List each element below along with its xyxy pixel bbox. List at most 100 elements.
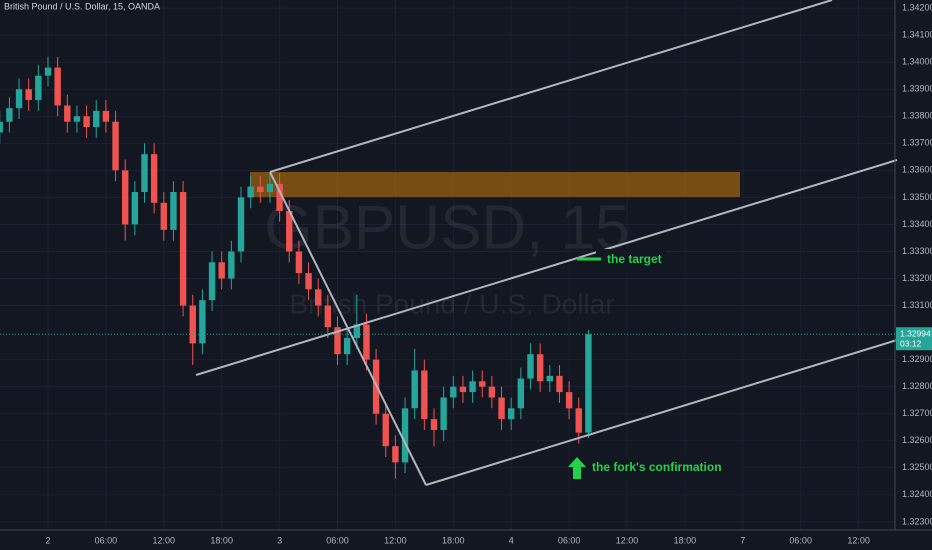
grid: [0, 0, 895, 530]
candle-body: [324, 305, 332, 328]
candle-body: [459, 386, 467, 393]
candle-body: [54, 67, 61, 106]
candle-body: [247, 186, 254, 198]
y-tick-label: 1.33300: [902, 246, 932, 256]
price-label: 1.32994: [900, 328, 931, 338]
candle-body: [208, 262, 216, 301]
x-tick-label: 06:00: [326, 535, 349, 545]
y-tick-label: 1.32700: [902, 408, 932, 418]
y-tick-label: 1.32800: [902, 381, 932, 391]
y-tick-label: 1.34200: [902, 2, 932, 12]
candle-body: [508, 408, 515, 420]
candle-body: [189, 305, 196, 344]
x-tick-label: 06:00: [558, 535, 581, 545]
x-tick-label: 12:00: [384, 535, 407, 545]
candle-body: [353, 324, 360, 339]
y-tick-label: 1.34000: [902, 57, 932, 67]
title-bg: [0, 0, 150, 14]
y-tick-label: 1.33400: [902, 219, 932, 229]
fork-median-line: [195, 159, 898, 376]
candle-body: [334, 327, 341, 355]
candle-body: [469, 381, 476, 393]
candle-body: [257, 186, 264, 192]
fork-upper-line: [269, 0, 833, 173]
candle-body: [237, 197, 245, 252]
x-tick-label: 3: [277, 535, 282, 545]
candle-body: [430, 419, 438, 430]
candle-body: [488, 386, 496, 398]
candle-body: [295, 251, 303, 274]
candle-body: [199, 300, 206, 344]
candle-body: [382, 413, 389, 447]
fork-lower-line: [425, 339, 898, 486]
candle-body: [305, 273, 312, 290]
candle-body: [343, 338, 351, 355]
candle-body: [392, 446, 399, 463]
candle-body: [73, 116, 81, 122]
y-tick-label: 1.32400: [902, 489, 932, 499]
candle-body: [450, 386, 457, 398]
candle-body: [218, 262, 225, 279]
candle-body: [401, 408, 409, 463]
candle-body: [102, 110, 110, 122]
x-tick-label: 7: [740, 535, 745, 545]
candle-body: [363, 324, 370, 360]
fork-handle: [269, 171, 427, 486]
x-tick-label: 12:00: [847, 535, 870, 545]
candle-body: [546, 375, 553, 382]
candle-body: [64, 105, 71, 122]
candle-body: [112, 121, 119, 171]
candle-body: [170, 191, 177, 230]
y-tick-label: 1.33900: [902, 84, 932, 94]
pitchfork: [195, 0, 898, 486]
y-tick-label: 1.32500: [902, 462, 932, 472]
annotation: the target: [607, 252, 662, 266]
y-tick-label: 1.34100: [902, 30, 932, 40]
candle-body: [527, 354, 534, 379]
y-tick-label: 1.33800: [902, 111, 932, 121]
y-tick-label: 1.33100: [902, 300, 932, 310]
annotation-bg: [586, 457, 742, 479]
candle-body: [440, 397, 447, 430]
candle-body: [131, 191, 139, 225]
annotation-bg: [596, 249, 666, 271]
candle-body: [575, 408, 582, 433]
y-tick-label: 1.33700: [902, 138, 932, 148]
x-tick-label: 2: [45, 535, 50, 545]
y-tick-label: 1.33600: [902, 165, 932, 175]
y-tick-label: 1.32300: [902, 516, 932, 526]
candle-body: [25, 89, 32, 101]
candle-body: [565, 392, 573, 409]
candle-body: [179, 191, 187, 306]
candle-body: [585, 334, 592, 433]
candle-body: [93, 110, 100, 128]
candle-body: [286, 210, 293, 252]
y-tick-label: 1.33200: [902, 273, 932, 283]
candle-body: [556, 375, 563, 393]
chart-title: British Pound / U.S. Dollar, 15, OANDA: [4, 1, 160, 11]
candles: [0, 56, 592, 479]
candle-body: [15, 89, 23, 109]
x-tick-label: 18:00: [674, 535, 697, 545]
y-tick-label: 1.32600: [902, 435, 932, 445]
candle-body: [228, 251, 235, 279]
candle-body: [266, 183, 274, 192]
watermark-subtitle: British Pound / U.S. Dollar: [289, 288, 614, 319]
candle-body: [517, 378, 525, 409]
resistance-zone: [250, 172, 740, 197]
y-tick-label: 1.33500: [902, 192, 932, 202]
x-tick-label: 4: [509, 535, 514, 545]
price-label-bg: [896, 327, 932, 351]
candle-body: [479, 381, 486, 387]
candle-body: [44, 67, 52, 76]
candle-body: [141, 154, 148, 192]
x-tick-label: 18:00: [210, 535, 233, 545]
candle-body: [421, 370, 428, 420]
arrow-up: [568, 457, 586, 479]
candle-body: [536, 354, 544, 382]
x-tick-label: 12:00: [616, 535, 639, 545]
candle-body: [83, 116, 90, 128]
